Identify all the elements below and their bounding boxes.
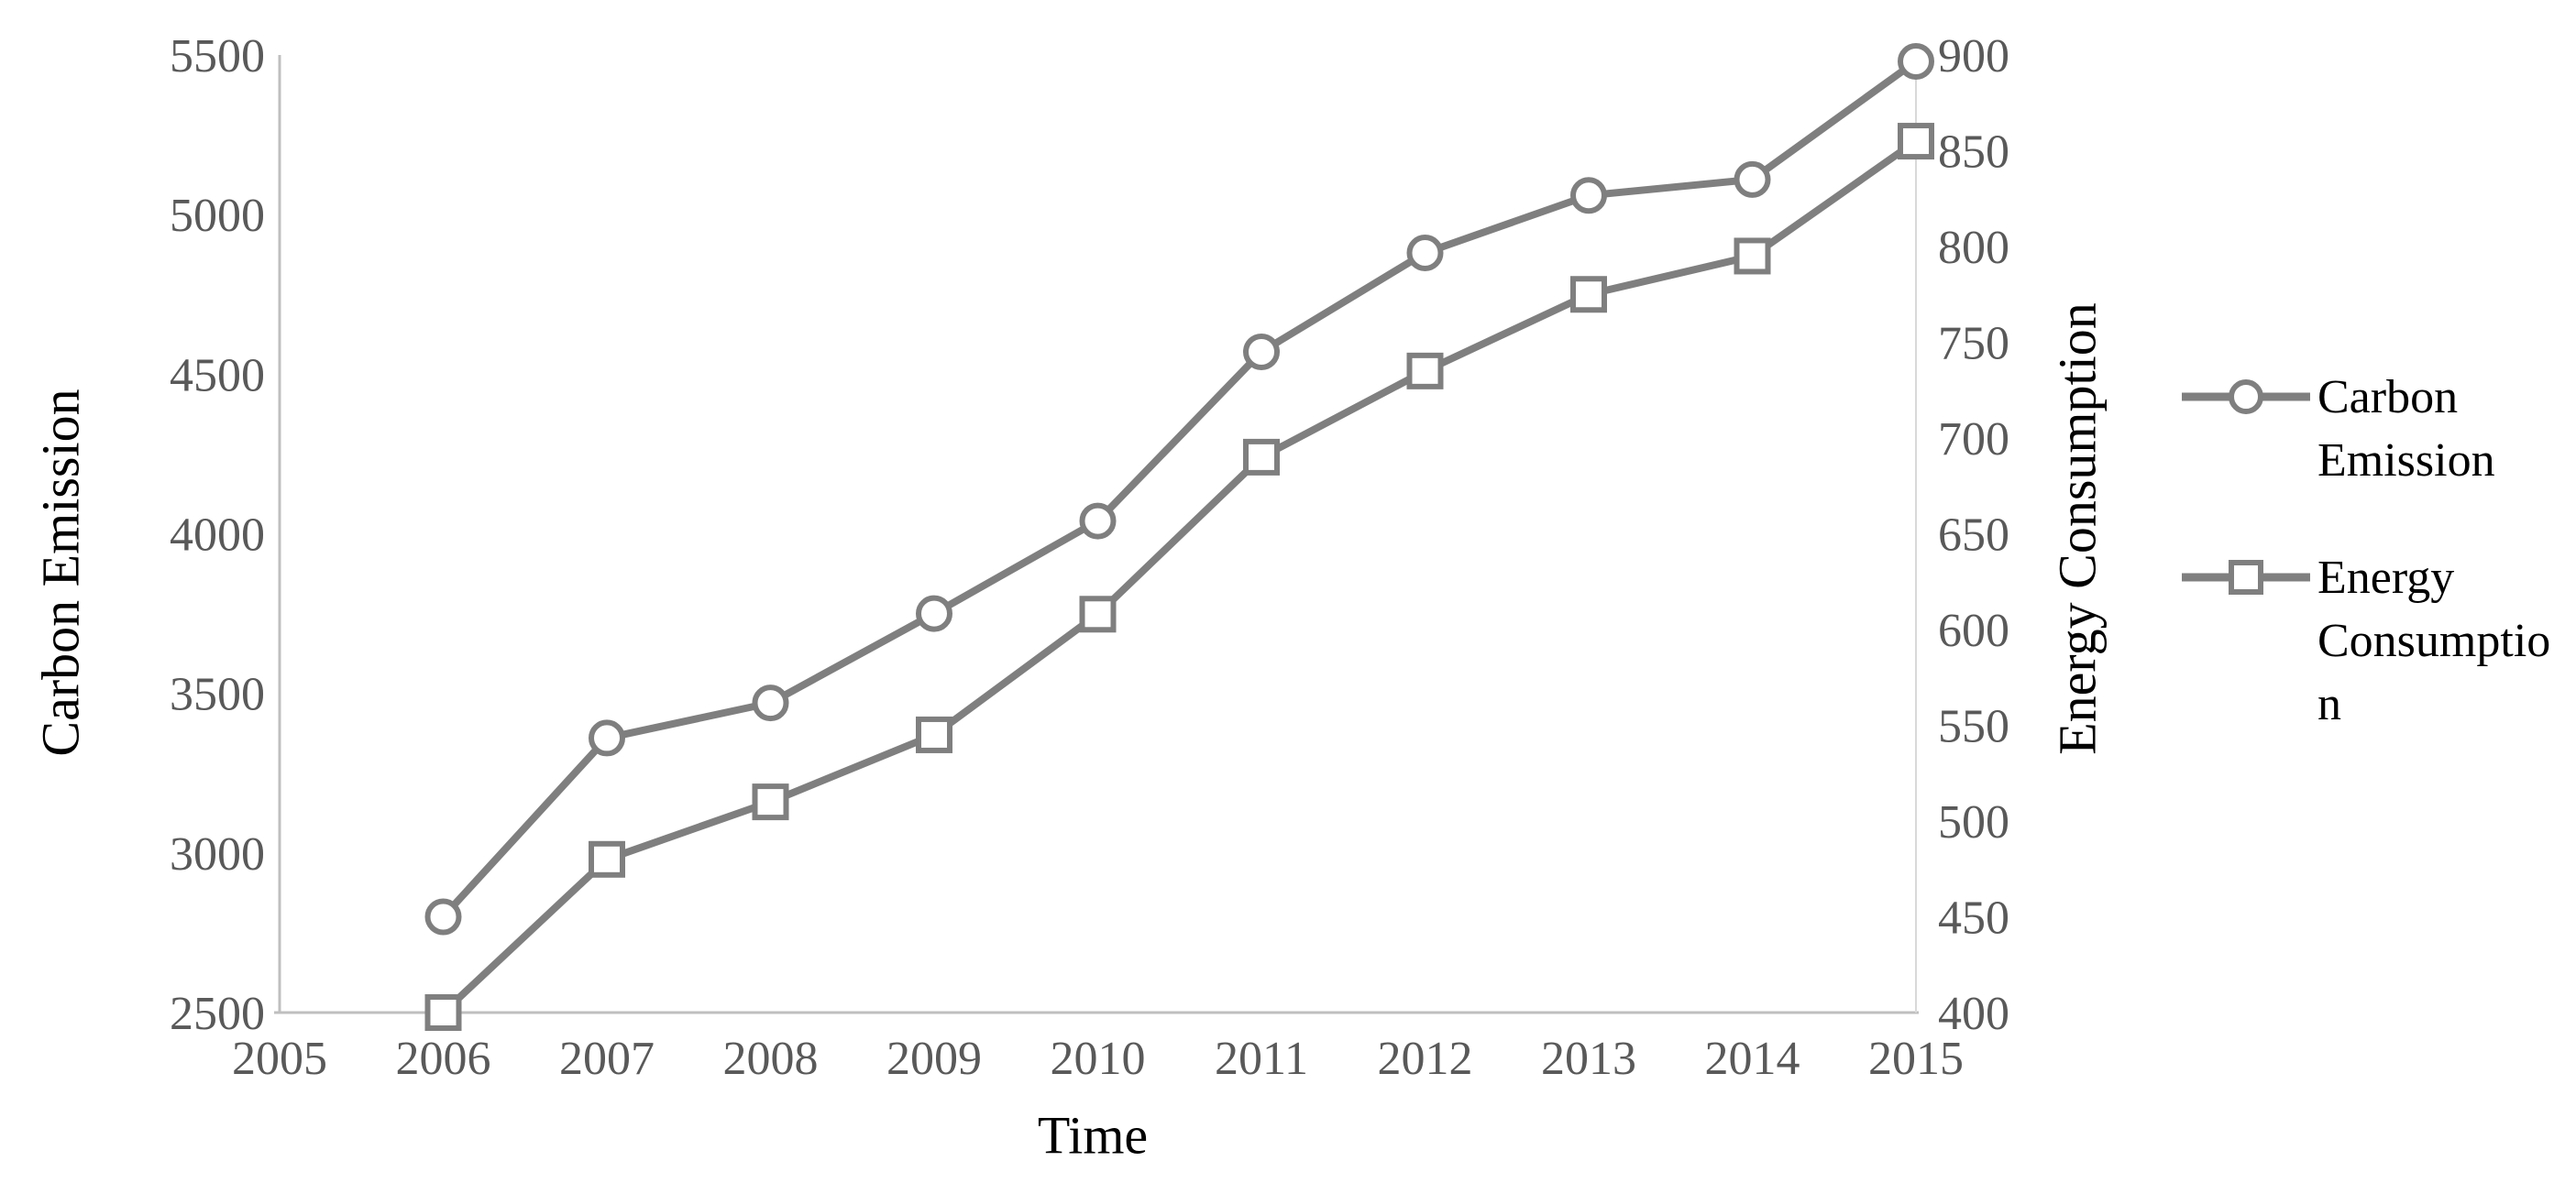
right-axis-tick: 450 [1938, 893, 2009, 945]
carbon-emission-data-point [916, 595, 952, 632]
left-axis-tick: 4500 [170, 349, 265, 401]
left-axis-title: Carbon Emission [30, 389, 91, 757]
right-axis-tick: 600 [1938, 605, 2009, 657]
right-axis-tick: 500 [1938, 796, 2009, 849]
x-axis-tick: 2014 [1705, 1033, 1800, 1085]
legend-line-circle-icon [2182, 379, 2310, 414]
carbon-emission-data-point [1734, 160, 1771, 198]
right-axis-tick: 850 [1938, 126, 2009, 179]
energy-consumption-line [440, 137, 1919, 1015]
left-axis-tick: 5500 [170, 30, 265, 82]
legend-entry-energy-consumption: Energy Consumptio n [2317, 546, 2550, 736]
energy-consumption-data-point [752, 783, 789, 821]
energy-consumption-data-point [1734, 237, 1771, 275]
right-axis-tick: 800 [1938, 222, 2009, 274]
x-axis-tick: 2006 [396, 1033, 491, 1085]
left-axis-tick: 4000 [170, 509, 265, 562]
x-axis-title: Time [1037, 1105, 1149, 1166]
x-axis-tick: 2008 [723, 1033, 819, 1085]
left-axis-tick: 5000 [170, 190, 265, 242]
axis-tick-labels: 2500 3000 3500 4000 4500 5000 5500 400 450 500 550… [170, 30, 2009, 1085]
energy-consumption-data-point [1898, 123, 1934, 160]
left-axis-tick: 3000 [170, 828, 265, 881]
legend-line-square-icon [2182, 560, 2310, 595]
x-axis-tick: 2005 [232, 1033, 327, 1085]
legend-label-line: Emission [2317, 434, 2495, 487]
legend-entry-carbon-emission: Carbon Emission [2317, 366, 2495, 492]
carbon-emission-data-point [589, 719, 625, 757]
series-markers [424, 42, 1934, 1031]
carbon-emission-line [440, 58, 1919, 920]
right-axis-tick: 550 [1938, 701, 2009, 753]
right-axis-tick: 750 [1938, 318, 2009, 370]
legend-label-line: Energy [2317, 552, 2455, 604]
right-axis-title: Energy Consumption [2047, 302, 2108, 755]
energy-consumption-data-point [916, 716, 952, 753]
energy-consumption-data-point [1243, 438, 1280, 476]
x-axis-tick: 2009 [886, 1033, 982, 1085]
carbon-emission-data-point [1570, 177, 1607, 214]
legend-label-line: n [2317, 678, 2341, 730]
legend-label-line: Consumptio [2317, 615, 2551, 667]
x-axis-tick: 2012 [1378, 1033, 1473, 1085]
x-axis-tick: 2013 [1541, 1033, 1636, 1085]
carbon-emission-data-point [1406, 234, 1444, 271]
left-axis-tick: 3500 [170, 669, 265, 721]
carbon-emission-data-point [1243, 333, 1280, 370]
legend-label-line: Carbon [2317, 371, 2459, 423]
carbon-emission-data-point [1079, 502, 1117, 540]
energy-consumption-data-point [1570, 276, 1607, 313]
x-axis-tick: 2010 [1051, 1033, 1146, 1085]
left-axis-tick: 2500 [170, 988, 265, 1040]
energy-consumption-data-point [1079, 596, 1117, 633]
right-axis-tick: 700 [1938, 413, 2009, 466]
x-axis-tick: 2015 [1868, 1033, 1964, 1085]
carbon-emission-data-point [752, 685, 789, 722]
energy-consumption-data-point [424, 994, 462, 1031]
right-axis-tick: 650 [1938, 509, 2009, 562]
right-axis-tick: 400 [1938, 988, 2009, 1040]
x-axis-tick: 2011 [1215, 1033, 1308, 1085]
carbon-emission-data-point [1898, 42, 1934, 80]
series-lines [440, 58, 1919, 1015]
right-axis-tick: 900 [1938, 30, 2009, 82]
x-axis-tick: 2007 [559, 1033, 655, 1085]
axes-spines [274, 55, 1919, 1014]
carbon-emission-data-point [424, 898, 462, 936]
energy-consumption-data-point [1406, 352, 1444, 389]
energy-consumption-data-point [589, 840, 625, 878]
